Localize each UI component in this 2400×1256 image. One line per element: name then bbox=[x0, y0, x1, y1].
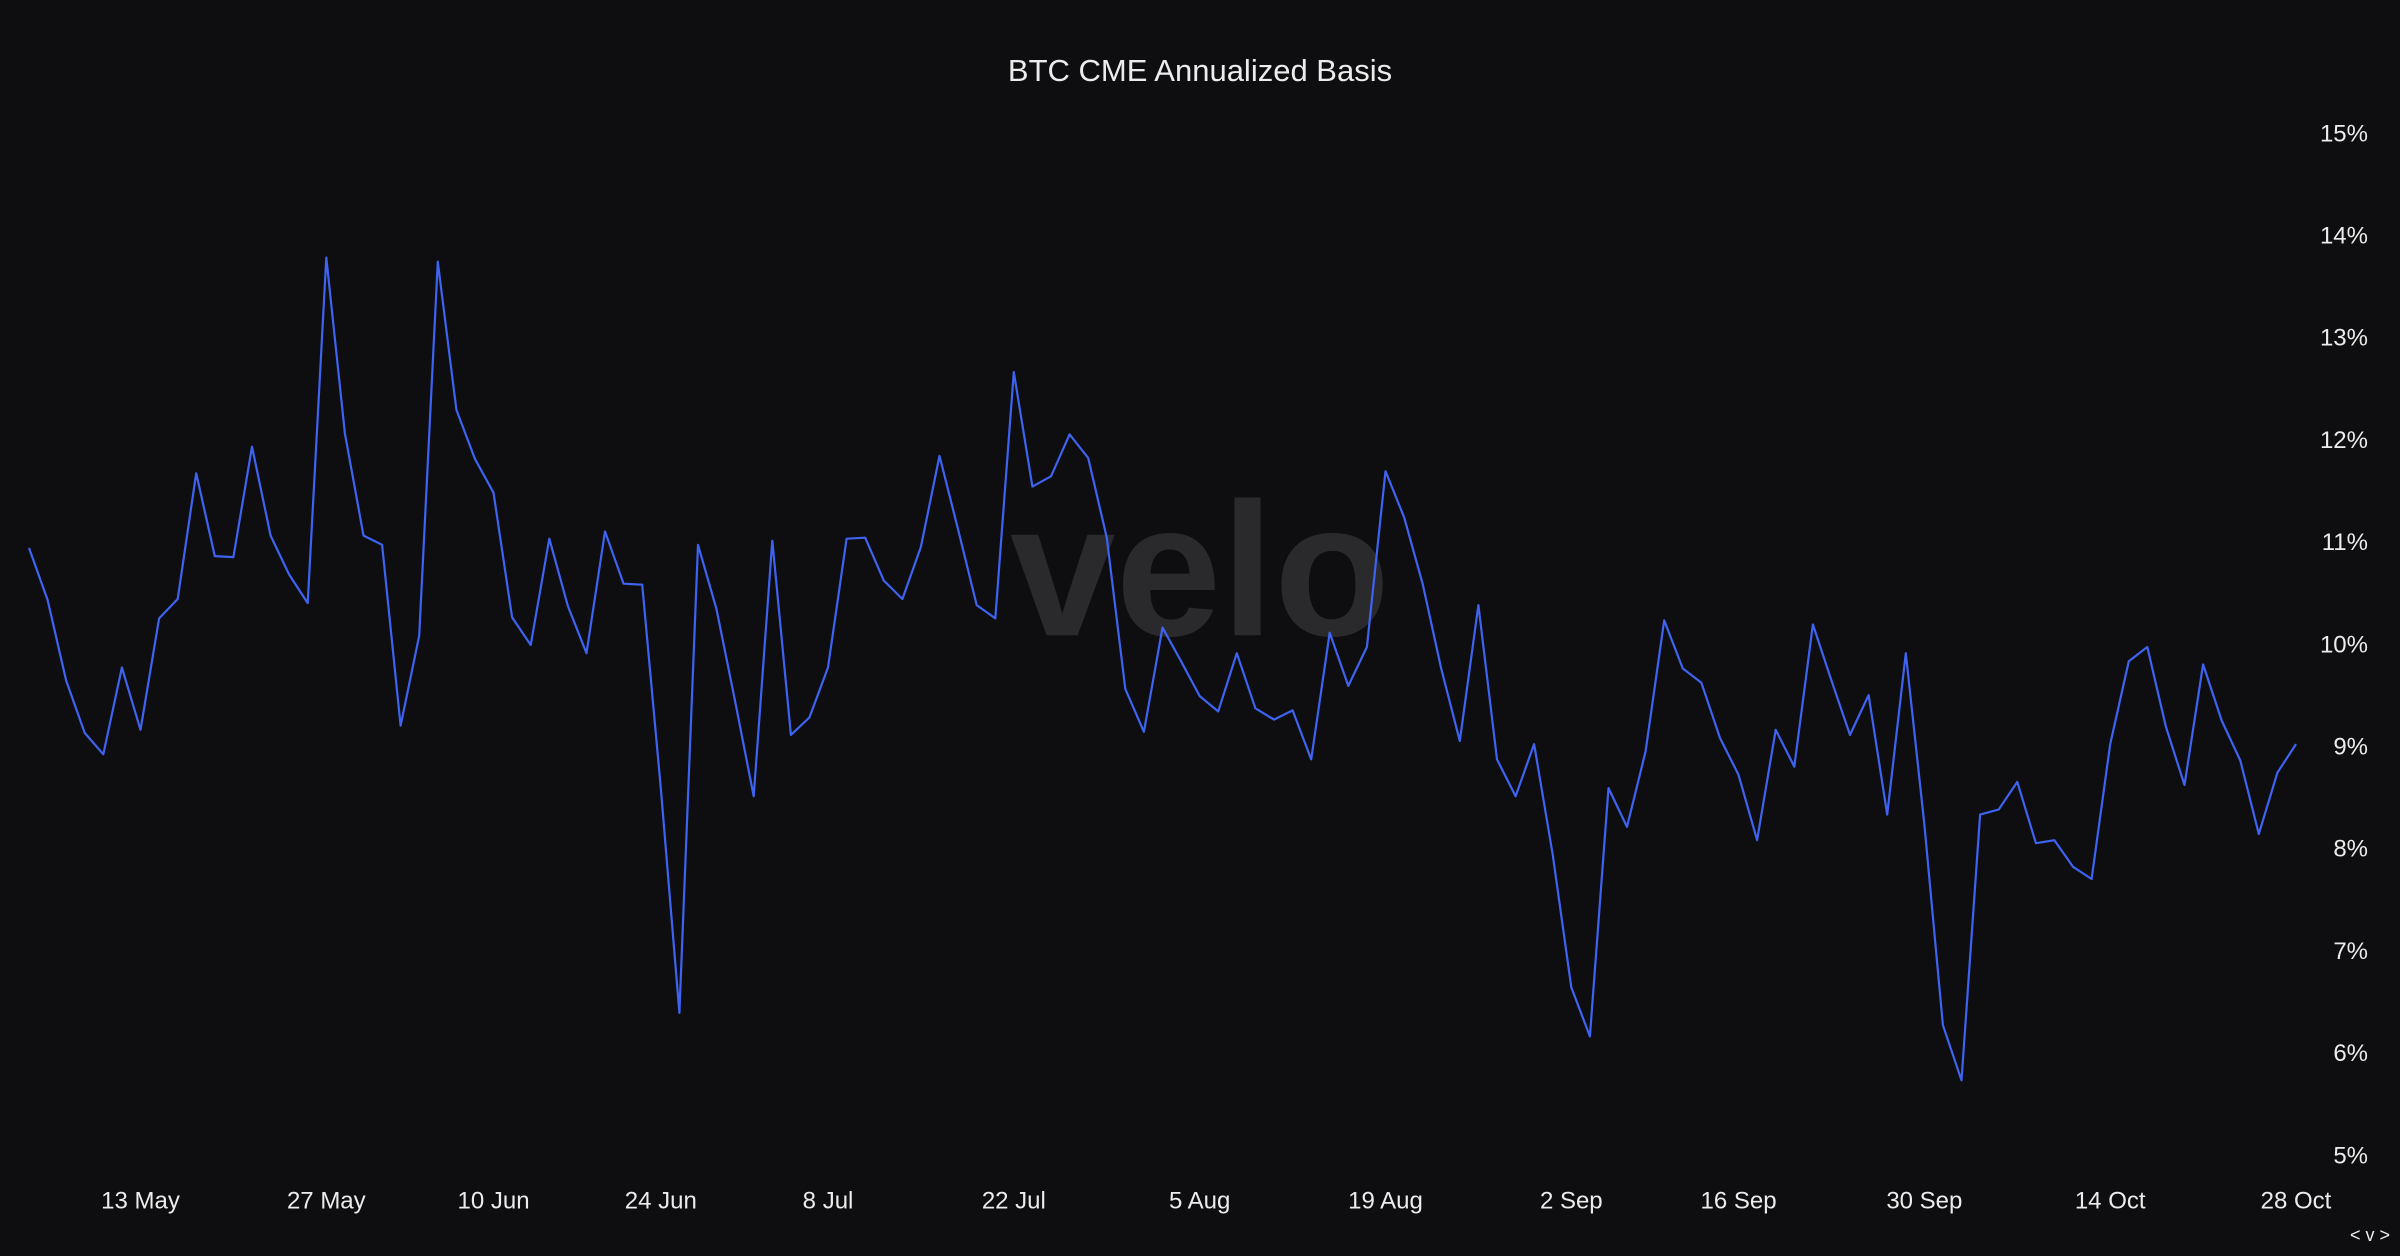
y-tick-label: 12% bbox=[2320, 427, 2368, 454]
x-tick-label: 24 Jun bbox=[625, 1187, 697, 1214]
x-tick-label: 28 Oct bbox=[2261, 1187, 2332, 1214]
x-tick-label: 5 Aug bbox=[1169, 1187, 1230, 1214]
y-tick-label: 5% bbox=[2333, 1142, 2368, 1169]
x-tick-label: 13 May bbox=[101, 1187, 180, 1214]
y-tick-label: 14% bbox=[2320, 223, 2368, 250]
x-tick-label: 16 Sep bbox=[1701, 1187, 1777, 1214]
chart-title: BTC CME Annualized Basis bbox=[1008, 53, 1392, 88]
x-tick-label: 14 Oct bbox=[2075, 1187, 2146, 1214]
y-tick-label: 13% bbox=[2320, 325, 2368, 352]
x-tick-label: 30 Sep bbox=[1886, 1187, 1962, 1214]
y-tick-label: 9% bbox=[2333, 734, 2368, 761]
x-tick-label: 10 Jun bbox=[458, 1187, 530, 1214]
x-tick-label: 19 Aug bbox=[1348, 1187, 1423, 1214]
data-line bbox=[27, 256, 2297, 1082]
x-tick-label: 8 Jul bbox=[803, 1187, 854, 1214]
y-tick-label: 15% bbox=[2320, 120, 2368, 147]
x-tick-label: 22 Jul bbox=[982, 1187, 1046, 1214]
y-tick-label: 11% bbox=[2322, 529, 2368, 556]
nav-control[interactable]: < v > bbox=[2350, 1225, 2390, 1245]
y-tick-label: 7% bbox=[2333, 938, 2368, 965]
y-tick-label: 10% bbox=[2320, 631, 2368, 658]
watermark: velo bbox=[1010, 464, 1390, 676]
y-tick-label: 6% bbox=[2333, 1040, 2368, 1067]
y-tick-label: 8% bbox=[2333, 836, 2368, 863]
x-tick-label: 2 Sep bbox=[1540, 1187, 1603, 1214]
x-tick-label: 27 May bbox=[287, 1187, 366, 1214]
